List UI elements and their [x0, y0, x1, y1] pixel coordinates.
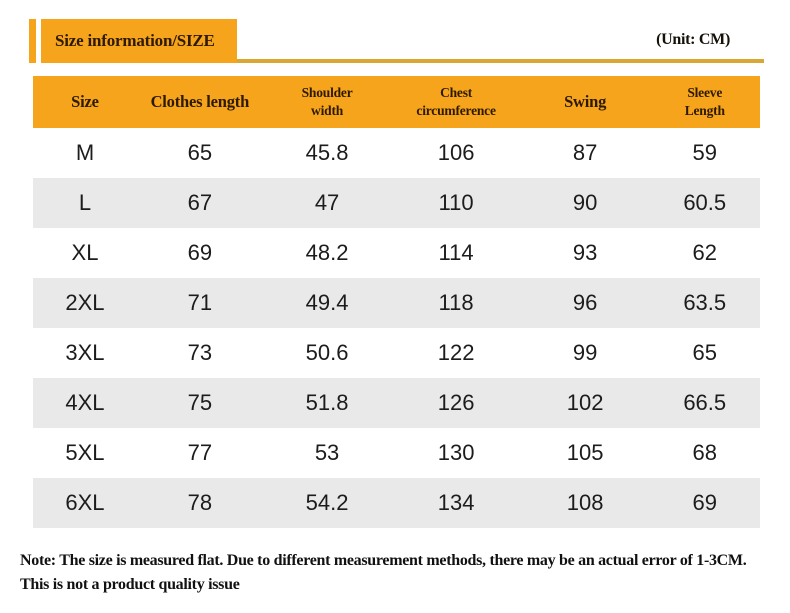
table-header-row: Size Clothes length Shoulder width Chest circ…	[33, 76, 760, 128]
table-row: 6XL 78 54.2 134 108 69	[33, 478, 760, 528]
table-body: M 65 45.8 106 87 59 L 67 47 110 90 60.5 XL 69 48.2 114 9…	[33, 128, 760, 528]
table-row: 4XL 75 51.8 126 102 66.5	[33, 378, 760, 428]
section-title-badge: Size information/SIZE	[41, 19, 237, 63]
size-table: Size Clothes length Shoulder width Chest circ…	[33, 76, 760, 528]
value-cell: 67	[187, 190, 213, 215]
value-cell: 59	[692, 140, 717, 165]
value-cell: 105	[566, 440, 604, 465]
table-row: 2XL 71 49.4 118 96 63.5	[33, 278, 760, 328]
value-cell: 69	[187, 240, 213, 265]
value-cell: 51.8	[305, 390, 349, 415]
value-cell: 63.5	[683, 290, 727, 315]
value-cell: 78	[187, 490, 213, 515]
table-row: L 67 47 110 90 60.5	[33, 178, 760, 228]
title-accent-bar	[29, 19, 36, 63]
note-text: Note: The size is measured flat. Due to …	[20, 549, 760, 597]
value-cell: 49.4	[305, 290, 349, 315]
value-cell: 134	[437, 490, 475, 515]
value-cell: 99	[572, 340, 598, 365]
column-header: Size	[33, 76, 137, 128]
value-cell: 118	[438, 290, 474, 315]
value-cell: 126	[437, 390, 475, 415]
value-cell: 75	[187, 390, 213, 415]
value-cell: 50.6	[305, 340, 349, 365]
value-cell: 106	[437, 140, 475, 165]
value-cell: 47	[314, 190, 340, 215]
value-cell: 90	[572, 190, 598, 215]
table-header: Size Clothes length Shoulder width Chest circ…	[33, 76, 760, 128]
value-cell: 71	[187, 290, 213, 315]
table-row: 5XL 77 53 130 105 68	[33, 428, 760, 478]
value-cell: 73	[187, 340, 213, 365]
size-cell: 5XL	[65, 440, 105, 465]
value-cell: 93	[572, 240, 598, 265]
column-header: Sleeve Length	[649, 76, 760, 128]
size-cell: XL	[71, 240, 99, 265]
value-cell: 54.2	[305, 490, 349, 515]
size-cell: 2XL	[65, 290, 105, 315]
value-cell: 130	[437, 440, 475, 465]
size-cell: M	[75, 140, 95, 165]
value-cell: 65	[187, 140, 213, 165]
column-header: Swing	[520, 76, 650, 128]
value-cell: 68	[692, 440, 717, 465]
column-header: Clothes length	[136, 76, 263, 128]
value-cell: 45.8	[305, 140, 349, 165]
unit-label: (Unit: CM)	[656, 31, 730, 48]
value-cell: 110	[438, 190, 474, 215]
note-line-1: Note: The size is measured flat. Due to …	[20, 552, 747, 569]
column-header: Chest circumference	[391, 76, 521, 128]
divider-line	[237, 59, 764, 63]
value-cell: 65	[692, 340, 717, 365]
table-row: XL 69 48.2 114 93 62	[33, 228, 760, 278]
note-line-2: This is not a product quality issue	[20, 576, 240, 593]
value-cell: 66.5	[683, 390, 727, 415]
size-cell: 4XL	[65, 390, 105, 415]
table-row: 3XL 73 50.6 122 99 65	[33, 328, 760, 378]
value-cell: 114	[438, 240, 474, 265]
section-title: Size information/SIZE	[55, 31, 215, 50]
value-cell: 96	[572, 290, 598, 315]
value-cell: 87	[572, 140, 598, 165]
value-cell: 60.5	[683, 190, 727, 215]
value-cell: 48.2	[305, 240, 349, 265]
value-cell: 122	[437, 340, 475, 365]
value-cell: 108	[566, 490, 604, 515]
column-header: Shoulder width	[262, 76, 392, 128]
value-cell: 77	[187, 440, 213, 465]
value-cell: 69	[692, 490, 717, 515]
size-cell: 3XL	[65, 340, 105, 365]
value-cell: 102	[566, 390, 604, 415]
value-cell: 53	[314, 440, 340, 465]
size-cell: 6XL	[65, 490, 105, 515]
size-cell: L	[78, 190, 92, 215]
table-row: M 65 45.8 106 87 59	[33, 128, 760, 178]
value-cell: 62	[692, 240, 717, 265]
